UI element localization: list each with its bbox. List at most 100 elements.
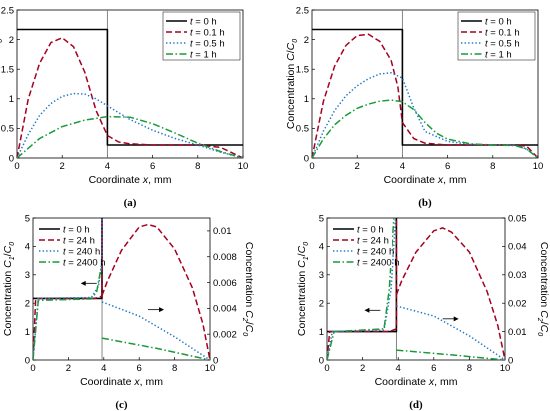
y2-tick-label: 0.004 <box>213 304 237 315</box>
series-line-t-2400-h <box>327 218 395 360</box>
y-tick-label: 2.5 <box>1 5 14 16</box>
legend-label: t = 240 h <box>357 246 394 257</box>
y2-tick-label: 0.01 <box>213 226 232 237</box>
y-tick-label: 0 <box>304 153 309 164</box>
series-line-t-240-h <box>101 301 210 360</box>
y-tick-label: 1 <box>25 327 30 338</box>
x-axis-var: x <box>437 174 444 186</box>
legend-var: t <box>357 257 360 268</box>
x-axis-label: Coordinate x, mm <box>384 174 467 186</box>
y2-tick-label: 0.01 <box>508 327 527 338</box>
x-tick-label: 4 <box>105 161 110 172</box>
legend-label: t = 1 h <box>485 49 512 60</box>
y-tick-label: 0 <box>9 153 14 164</box>
x-axis-var: x <box>428 376 435 388</box>
chart-panel-c: 0 2 4 6 8 1001234500.0020.0040.0060.0080.01t … <box>2 213 255 411</box>
legend-var: t <box>190 49 193 60</box>
x-tick-label: 0 <box>324 363 329 374</box>
x-tick-label: 6 <box>150 161 155 172</box>
x-tick-label: 0 <box>14 161 19 172</box>
ylabel-var: C <box>538 310 550 318</box>
y2-tick-label: 0.008 <box>213 252 237 263</box>
x-tick-label: 4 <box>400 161 405 172</box>
x-tick-label: 6 <box>445 161 450 172</box>
legend-var: t <box>190 16 193 27</box>
legend-label: t = 0.1 h <box>190 27 225 38</box>
y2-tick-label: 0.05 <box>508 213 527 224</box>
y-tick-label: 1.5 <box>296 65 309 76</box>
panel-caption: (a) <box>124 197 137 209</box>
x-tick-label: 6 <box>431 363 436 374</box>
ylabel-var: C <box>296 260 308 268</box>
x-tick-label: 4 <box>101 363 106 374</box>
y2-axis-label: Concentration C2/C0 <box>241 242 255 336</box>
series-line-t-1-h <box>312 99 538 158</box>
plot-frame <box>311 9 539 159</box>
y2-tick-label: 0.03 <box>508 270 527 281</box>
y-tick-label: 5 <box>25 213 30 224</box>
legend-label: t = 1 h <box>190 49 217 60</box>
legend-label: t = 0.1 h <box>485 27 520 38</box>
plot-frame <box>32 217 211 361</box>
series-line-t-0-5-h <box>17 92 243 158</box>
panel-caption: (c) <box>115 399 128 411</box>
legend-label: t = 240 h <box>63 246 100 257</box>
series-line-t-24-h <box>33 218 103 360</box>
ylabel-slash: / <box>2 253 14 256</box>
y-tick-label: 4 <box>319 242 324 253</box>
plot-frame <box>326 217 506 361</box>
legend-var: t <box>485 27 488 38</box>
legend-label: t = 24 h <box>63 235 95 246</box>
x-tick-label: 4 <box>396 363 401 374</box>
x-tick-label: 6 <box>137 363 142 374</box>
axis-arrow-head <box>159 307 165 313</box>
ylabel-var: C <box>2 245 14 253</box>
legend-var: t <box>357 224 360 235</box>
ylabel-sub: 0 <box>292 39 299 43</box>
x-tick-label: 2 <box>360 363 365 374</box>
ylabel-var: C <box>2 260 14 268</box>
legend-var: t <box>357 246 360 257</box>
legend-var: t <box>485 16 488 27</box>
ylabel-var: C <box>285 53 297 61</box>
series-line-t-240-h <box>396 305 505 360</box>
ylabel-sub: 0 <box>536 332 543 336</box>
legend-var: t <box>485 38 488 49</box>
series-line-t-0-1-h <box>312 33 538 158</box>
legend-var: t <box>63 235 66 246</box>
series-line-t-2400-h <box>33 266 103 360</box>
y-tick-label: 1 <box>9 94 14 105</box>
ylabel-sub: 2 <box>536 317 543 322</box>
y-tick-label: 4 <box>25 242 30 253</box>
legend-var: t <box>190 27 193 38</box>
chart-panel-a: 0 2 4 6 8 10 0 0.5 1 1.5 2 2.5 t = 0 ht = 0.1 ht = 0… <box>0 5 248 209</box>
x-tick-label: 8 <box>172 363 177 374</box>
ylabel-slash: / <box>243 322 255 325</box>
x-tick-label: 2 <box>355 161 360 172</box>
x-tick-label: 8 <box>195 161 200 172</box>
y-tick-label: 0.5 <box>296 124 309 135</box>
legend-label: t = 0 h <box>190 16 217 27</box>
axis-arrow-head <box>364 307 370 313</box>
x-tick-label: 0 <box>309 161 314 172</box>
x-tick-label: 10 <box>238 161 249 172</box>
y2-tick-label: 0.006 <box>213 278 237 289</box>
y-tick-label: 1.5 <box>1 65 14 76</box>
ylabel-slash: / <box>538 322 550 325</box>
series-line-t-24-h <box>395 227 505 360</box>
series-line-t-0-5-h <box>312 72 538 158</box>
series-line-t-2400-h <box>101 337 210 360</box>
x-tick-label: 10 <box>500 363 511 374</box>
ylabel-slash: / <box>0 50 2 53</box>
legend-var: t <box>190 38 193 49</box>
ylabel-var: C <box>0 42 2 50</box>
legend-box <box>457 11 536 61</box>
y2-tick-label: 0 <box>508 355 513 366</box>
ylabel-var: C <box>0 53 2 61</box>
x-axis-var: x <box>142 174 149 186</box>
ylabel-slash: / <box>285 50 297 53</box>
axis-arrow-head <box>453 316 459 322</box>
legend-box <box>162 11 241 61</box>
